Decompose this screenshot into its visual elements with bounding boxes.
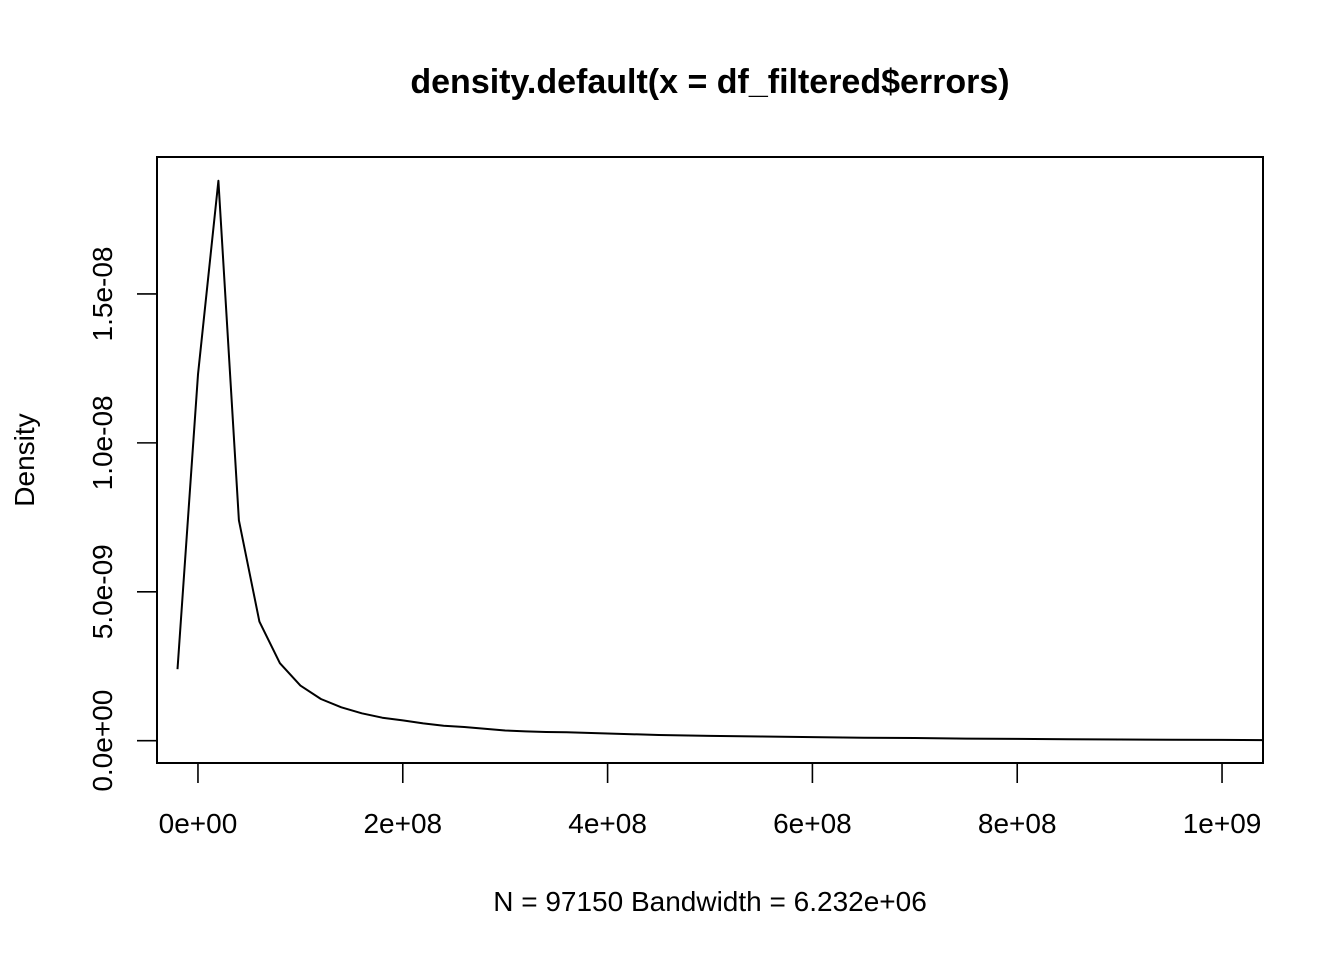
x-tick-label: 4e+08 bbox=[568, 808, 647, 839]
y-tick-label: 1.0e-08 bbox=[87, 395, 118, 490]
x-tick-label: 1e+09 bbox=[1183, 808, 1262, 839]
x-tick-label: 8e+08 bbox=[978, 808, 1057, 839]
y-tick-label: 5.0e-09 bbox=[87, 544, 118, 639]
x-tick-label: 0e+00 bbox=[159, 808, 238, 839]
chart-title: density.default(x = df_filtered$errors) bbox=[410, 63, 1009, 101]
plot-frame bbox=[156, 156, 1264, 764]
x-tick-label: 6e+08 bbox=[773, 808, 852, 839]
x-axis: 0e+00 2e+08 4e+08 6e+08 8e+08 1e+09 bbox=[159, 762, 1262, 839]
x-tick-label: 2e+08 bbox=[363, 808, 442, 839]
y-tick-label: 0.0e+00 bbox=[87, 690, 118, 792]
x-axis-label: N = 97150 Bandwidth = 6.232e+06 bbox=[493, 886, 927, 917]
density-curve bbox=[176, 179, 1264, 742]
y-axis: 0.0e+00 5.0e-09 1.0e-08 1.5e-08 bbox=[87, 246, 158, 792]
y-tick-label: 1.5e-08 bbox=[87, 246, 118, 341]
y-axis-label: Density bbox=[9, 413, 40, 506]
